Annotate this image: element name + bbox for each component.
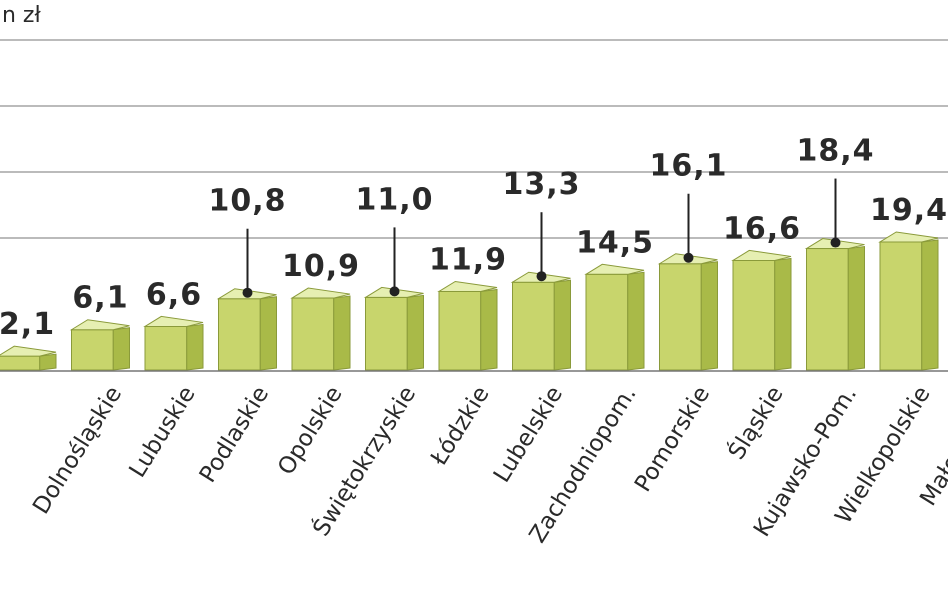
bar-face [365,296,408,371]
value-label: 14,5 [576,225,654,260]
bar-face [584,263,645,275]
bar-face [259,296,277,371]
bar [0,345,57,371]
bar-face [71,329,114,371]
bar-face [627,271,645,371]
bar-face [290,287,351,299]
bar [731,249,792,371]
bar [878,231,939,371]
leader-dot [830,237,841,248]
x-tick-label: Opolskie [273,382,348,480]
bar-face [437,280,498,292]
value-label: 11,9 [429,242,507,277]
bar-face [291,297,335,371]
bar [216,288,277,371]
bar-face [879,241,923,371]
bar-face [585,273,629,371]
value-label: 16,1 [649,149,727,184]
bar [804,238,865,371]
value-label: 16,6 [723,211,801,246]
bar-face [878,231,939,243]
bar-face [512,281,555,371]
leader-dot [242,287,253,298]
bar-face [732,259,776,371]
bar [510,271,571,371]
x-tick-label: Lubuskie [125,382,201,482]
bar [437,280,498,371]
value-label: 19,4 [870,193,948,228]
x-tick-label: Pomorskie [630,382,715,497]
bar [290,287,351,371]
x-tick-label: Lubelskie [489,382,568,487]
bar-face [731,249,792,261]
x-tick-label: Podlaskie [195,382,274,487]
bar-face [406,294,424,371]
bar-face [659,263,702,371]
bar [657,253,718,371]
bar-face [144,325,188,371]
bar-face [847,245,865,371]
bar-face [39,353,57,371]
bar [363,286,424,371]
leader-dot [683,252,694,263]
bar-face [806,248,849,371]
bar [69,319,130,371]
leader-dot [389,286,400,297]
bar [143,315,204,371]
unit-label: n zł [2,3,41,28]
bar-face [553,279,571,371]
x-tick-label: Śląskie [722,381,789,464]
bar-face [69,319,130,331]
bar-face [112,327,130,371]
bar-face [774,257,792,371]
bar-face [700,261,718,371]
value-label: 6,6 [146,277,202,312]
bar-face [480,288,498,371]
value-label: 2,1 [0,307,55,342]
value-label: 6,1 [72,281,128,316]
value-label: 10,9 [282,249,360,284]
leader-dot [536,271,547,282]
value-label: 11,0 [355,182,433,217]
x-tick-label: Dolnośląskie [28,382,127,519]
bar-face [921,239,939,371]
bar-face [438,290,482,371]
bar-face [218,298,261,371]
bar-face [186,323,204,371]
bar-face [0,355,41,371]
bar-face [333,295,351,371]
x-tick-label: Łódzkie [426,382,495,471]
bar-face [0,345,57,357]
bar [584,263,645,371]
value-label: 13,3 [502,167,580,202]
bar-face [143,315,204,327]
value-label: 10,8 [208,184,286,219]
value-label: 18,4 [796,134,874,169]
